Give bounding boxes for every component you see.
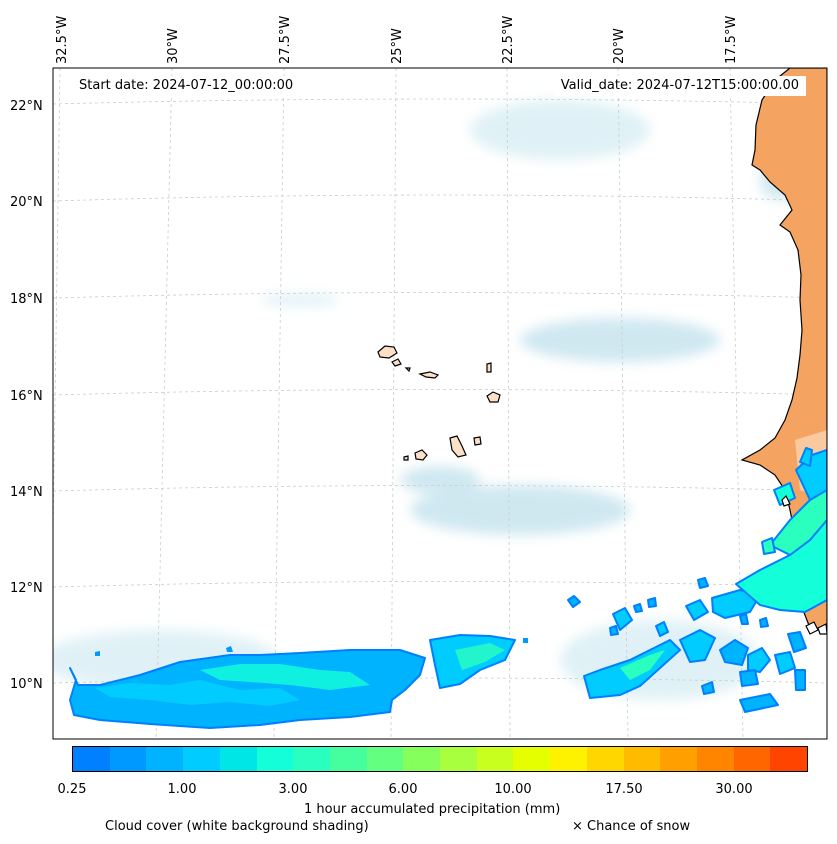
lat-label: 12°N: [10, 581, 43, 596]
colorbar-segment: [329, 747, 367, 771]
island-boa-vista: [486, 391, 501, 403]
lat-label: 22°N: [10, 99, 43, 114]
colorbar-title: 1 hour accumulated precipitation (mm): [304, 802, 561, 817]
colorbar-segment: [696, 747, 734, 771]
colorbar-segment: [440, 747, 477, 771]
colorbar-segment: [770, 747, 808, 771]
valid-date-label: Valid_date: 2024-07-12T15:00:00.00: [553, 76, 806, 96]
precipitation-cells-east: [567, 447, 827, 713]
island-santo-antao: [377, 345, 398, 359]
start-date-label: Start date: 2024-07-12_00:00:00: [72, 76, 301, 96]
colorbar-segment: [476, 747, 514, 771]
colorbar-segment: [73, 747, 110, 771]
colorbar-tick-label: 1.00: [167, 782, 197, 797]
colorbar-tick-label: 10.00: [494, 782, 532, 797]
colorbar-segment: [586, 747, 624, 771]
colorbar-segment: [733, 747, 771, 771]
lat-label: 16°N: [10, 389, 43, 404]
longitude-labels: 32.5°W 30°W 27.5°W 25°W 22.5°W 20°W 17.5…: [55, 16, 739, 64]
colorbar-tick-label: 3.00: [278, 782, 308, 797]
colorbar-segment: [109, 747, 147, 771]
lat-label: 14°N: [10, 485, 43, 500]
lon-label: 32.5°W: [55, 16, 70, 64]
colorbar-segment: [146, 747, 184, 771]
cape-verde-islands: [377, 345, 501, 461]
island-sao-vicente: [391, 358, 402, 367]
colorbar-tick-label: 6.00: [388, 782, 418, 797]
island-sal: [486, 362, 492, 373]
colorbar-tick-label: 0.25: [57, 782, 87, 797]
lat-label: 18°N: [10, 292, 43, 307]
island-santiago: [449, 435, 467, 458]
coastal-islands: [781, 494, 827, 635]
colorbar-segment: [403, 747, 441, 771]
colorbar-segment: [366, 747, 404, 771]
colorbar-segment: [293, 747, 330, 771]
colorbar-segment: [219, 747, 257, 771]
map-border: [52, 67, 828, 740]
lon-label: 17.5°W: [724, 16, 739, 64]
colorbar-tick-label: 17.50: [605, 782, 643, 797]
lat-label: 20°N: [10, 195, 43, 210]
lon-label: 27.5°W: [278, 16, 293, 64]
island-santa-luzia: [404, 367, 411, 373]
lon-label: 25°W: [390, 28, 405, 64]
colorbar-segment: [183, 747, 220, 771]
island-sao-nicolau: [418, 371, 440, 379]
colorbar-segment: [623, 747, 661, 771]
lon-label: 30°W: [166, 28, 181, 64]
colorbar-segment: [256, 747, 294, 771]
precipitation-colorbar: [72, 746, 808, 772]
lon-label: 20°W: [612, 28, 627, 64]
colorbar-segment: [660, 747, 697, 771]
precipitation-band-west: [69, 634, 528, 729]
island-maio: [473, 436, 482, 446]
island-fogo: [414, 449, 428, 461]
island-brava: [403, 455, 409, 461]
cloud-cover-caption: Cloud cover (white background shading): [105, 819, 369, 834]
colorbar-segment: [550, 747, 587, 771]
snow-caption: × Chance of snow: [572, 819, 691, 834]
latitude-labels: 22°N 20°N 18°N 16°N 14°N 12°N 10°N: [10, 99, 43, 692]
colorbar-tick-label: 30.00: [715, 782, 753, 797]
colorbar-segment: [513, 747, 551, 771]
lat-label: 10°N: [10, 677, 43, 692]
lon-label: 22.5°W: [501, 16, 516, 64]
